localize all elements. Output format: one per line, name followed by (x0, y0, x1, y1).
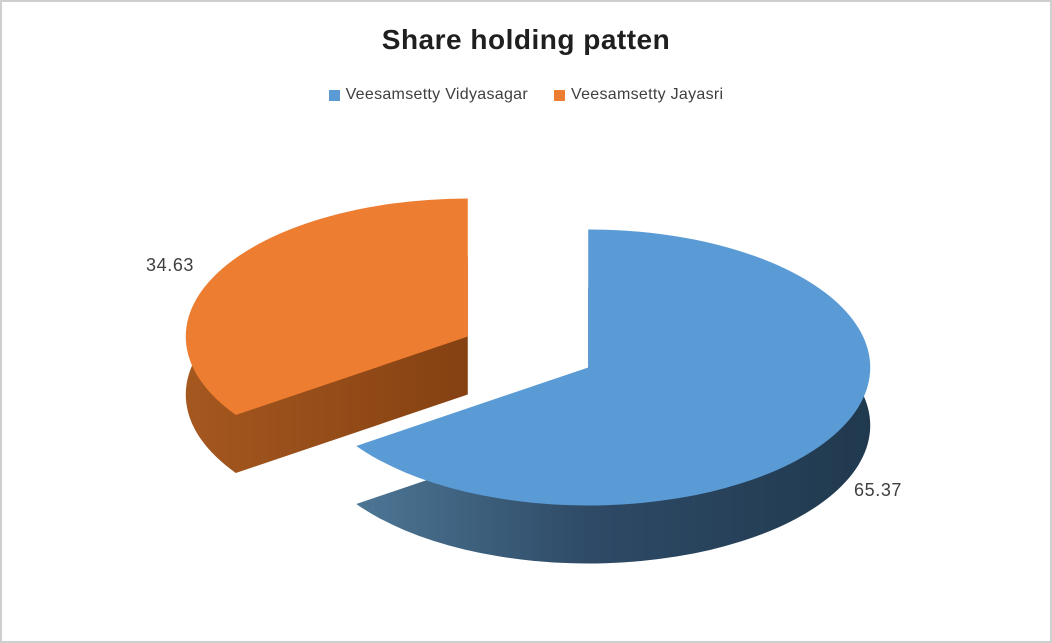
legend-swatch-icon (553, 89, 565, 101)
data-label-vidyasagar[interactable]: 65.37 (854, 480, 903, 500)
data-label-jayasri[interactable]: 34.63 (146, 255, 195, 275)
pie-slice-0[interactable] (356, 229, 871, 506)
legend-swatch-icon (328, 89, 340, 101)
pie-slice-1[interactable] (185, 198, 468, 416)
chart-title[interactable]: Share holding patten (381, 24, 671, 55)
legend-item-1[interactable]: Veesamsetty Jayasri (553, 86, 724, 104)
legend-label: Veesamsetty Jayasri (570, 86, 724, 103)
legend-label: Veesamsetty Vidyasagar (345, 86, 528, 103)
legend[interactable]: Veesamsetty Vidyasagar Veesamsetty Jayasr… (2, 86, 1050, 104)
legend-item-0[interactable]: Veesamsetty Vidyasagar (328, 86, 528, 104)
